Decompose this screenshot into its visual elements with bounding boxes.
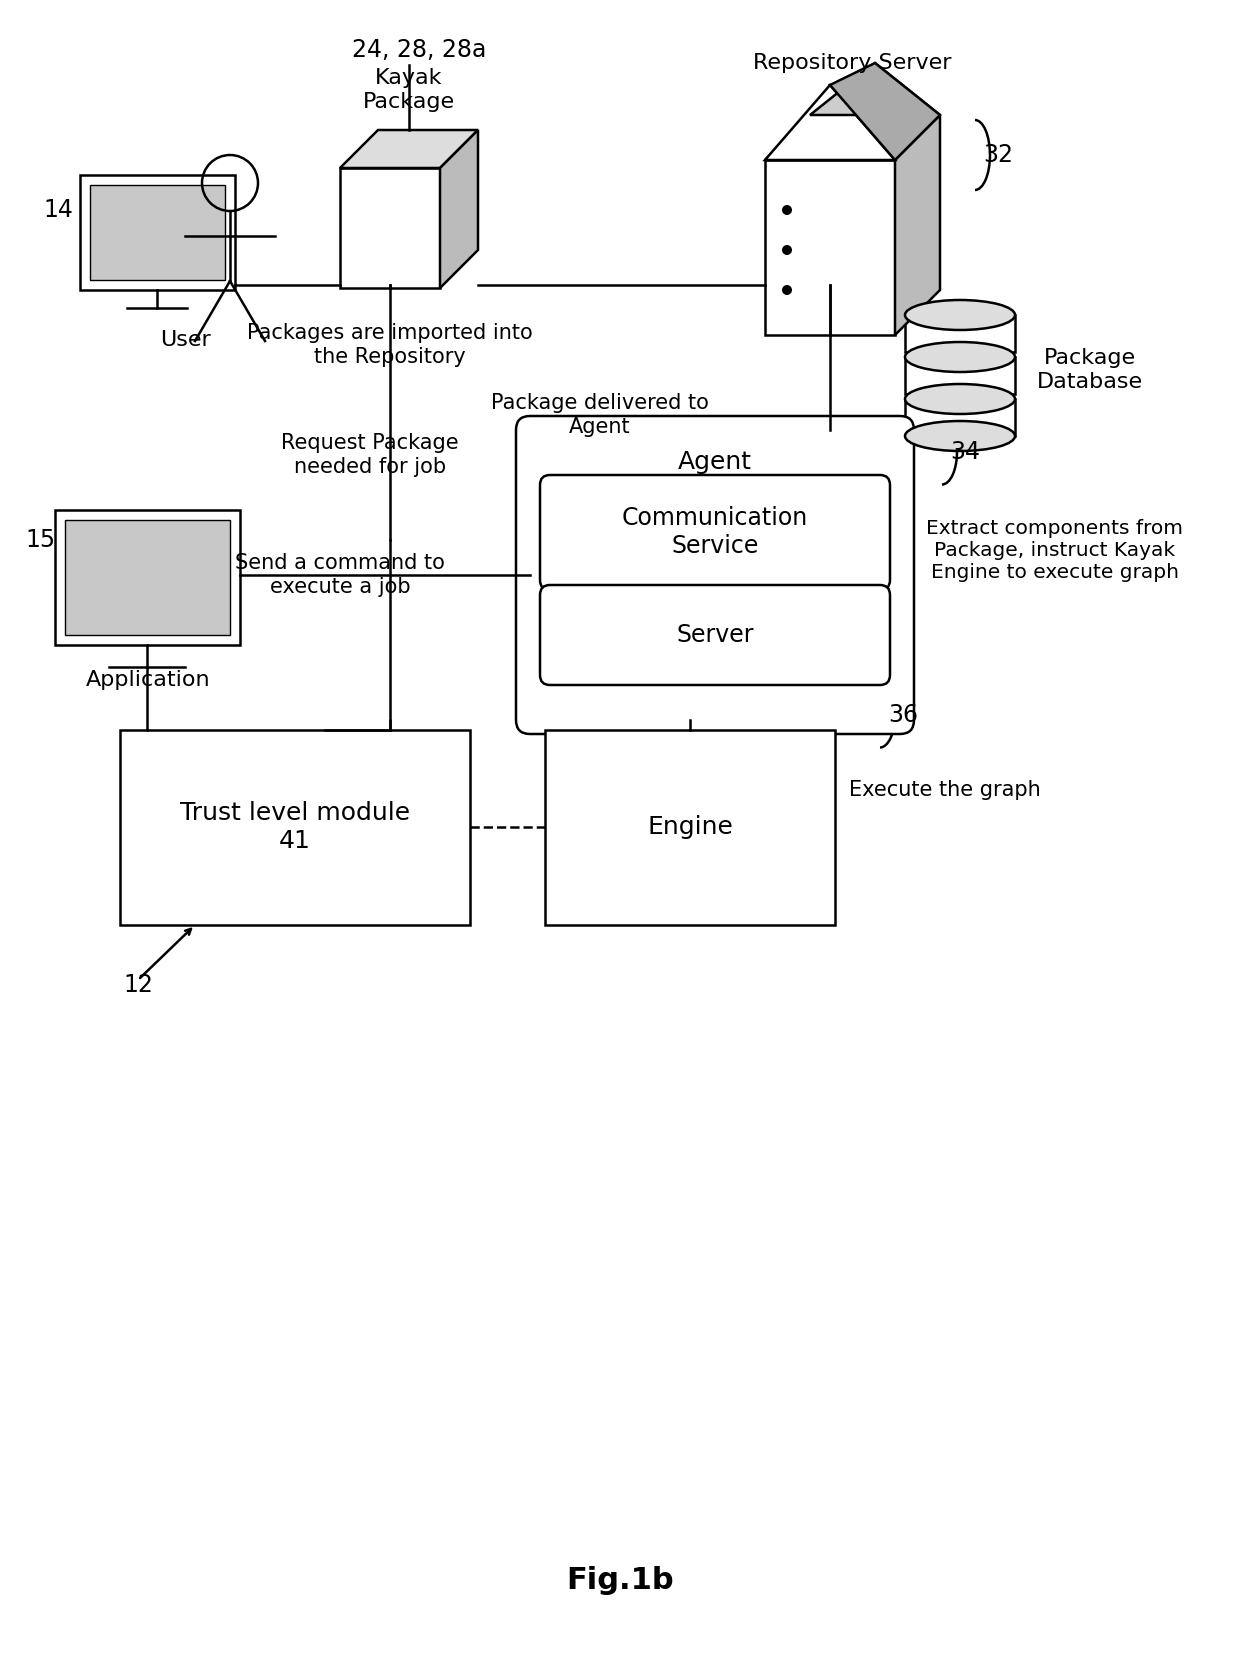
Text: Application: Application (86, 669, 211, 689)
Bar (905, 315, 1016, 352)
Text: 15: 15 (25, 527, 55, 552)
Polygon shape (765, 85, 895, 160)
Bar (55, 511, 241, 644)
Ellipse shape (905, 342, 1016, 372)
FancyBboxPatch shape (516, 416, 914, 734)
FancyBboxPatch shape (539, 476, 890, 591)
Text: 12: 12 (123, 973, 153, 996)
Text: Engine: Engine (647, 814, 733, 840)
Polygon shape (830, 63, 940, 160)
Circle shape (782, 245, 792, 255)
Polygon shape (765, 115, 940, 160)
Text: 32: 32 (983, 144, 1013, 167)
Polygon shape (340, 130, 477, 169)
Circle shape (782, 285, 792, 295)
Text: Communication
Service: Communication Service (622, 506, 808, 557)
Ellipse shape (905, 384, 1016, 414)
Text: Agent: Agent (678, 451, 751, 474)
Bar (81, 175, 236, 290)
Bar (64, 521, 229, 634)
Text: Server: Server (676, 623, 754, 648)
Text: 36: 36 (888, 703, 918, 728)
Bar (340, 169, 440, 289)
Text: Extract components from
Package, instruct Kayak
Engine to execute graph: Extract components from Package, instruc… (926, 519, 1183, 581)
Text: Trust level module
41: Trust level module 41 (180, 801, 410, 853)
Bar (91, 185, 224, 280)
Text: Kayak
Package: Kayak Package (363, 68, 455, 112)
Text: Package delivered to
Agent: Package delivered to Agent (491, 394, 709, 437)
Text: Package
Database: Package Database (1037, 349, 1143, 392)
Text: User: User (160, 330, 211, 350)
Polygon shape (440, 130, 477, 289)
Bar (905, 357, 1016, 394)
Text: 24, 28, 28a: 24, 28, 28a (352, 38, 486, 62)
Bar (905, 399, 1016, 436)
Bar (765, 160, 895, 335)
Bar (546, 729, 835, 925)
Text: Fig.1b: Fig.1b (567, 1566, 673, 1594)
Polygon shape (810, 63, 940, 115)
Text: Request Package
needed for job: Request Package needed for job (281, 434, 459, 477)
Text: Send a command to
execute a job: Send a command to execute a job (236, 554, 445, 596)
Text: Packages are imported into
the Repository: Packages are imported into the Repositor… (247, 324, 533, 367)
Bar (120, 729, 470, 925)
Polygon shape (895, 115, 940, 335)
Text: Repository Server: Repository Server (753, 53, 951, 73)
Ellipse shape (905, 421, 1016, 451)
Text: 34: 34 (950, 441, 980, 464)
FancyBboxPatch shape (539, 586, 890, 684)
Text: 14: 14 (43, 199, 73, 222)
Circle shape (782, 205, 792, 215)
Ellipse shape (905, 300, 1016, 330)
Text: Execute the graph: Execute the graph (849, 779, 1040, 799)
